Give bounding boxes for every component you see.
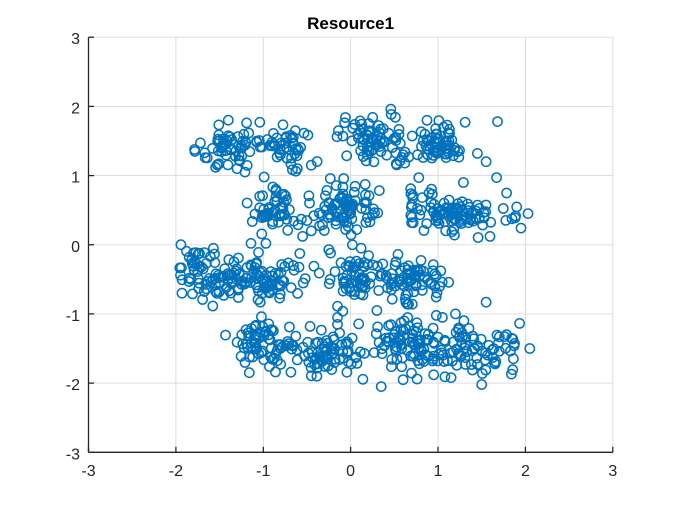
svg-text:Resource1: Resource1	[307, 14, 394, 33]
svg-text:-3: -3	[66, 446, 80, 463]
svg-text:1: 1	[434, 463, 443, 480]
svg-text:3: 3	[71, 31, 80, 48]
svg-text:-1: -1	[66, 308, 80, 325]
svg-text:0: 0	[71, 239, 80, 256]
svg-text:-2: -2	[169, 463, 183, 480]
svg-text:-3: -3	[81, 463, 95, 480]
svg-text:0: 0	[346, 463, 355, 480]
svg-text:3: 3	[608, 463, 617, 480]
svg-text:2: 2	[71, 100, 80, 117]
svg-text:2: 2	[521, 463, 530, 480]
svg-text:-2: -2	[66, 377, 80, 394]
svg-text:1: 1	[71, 170, 80, 187]
svg-text:-1: -1	[256, 463, 270, 480]
